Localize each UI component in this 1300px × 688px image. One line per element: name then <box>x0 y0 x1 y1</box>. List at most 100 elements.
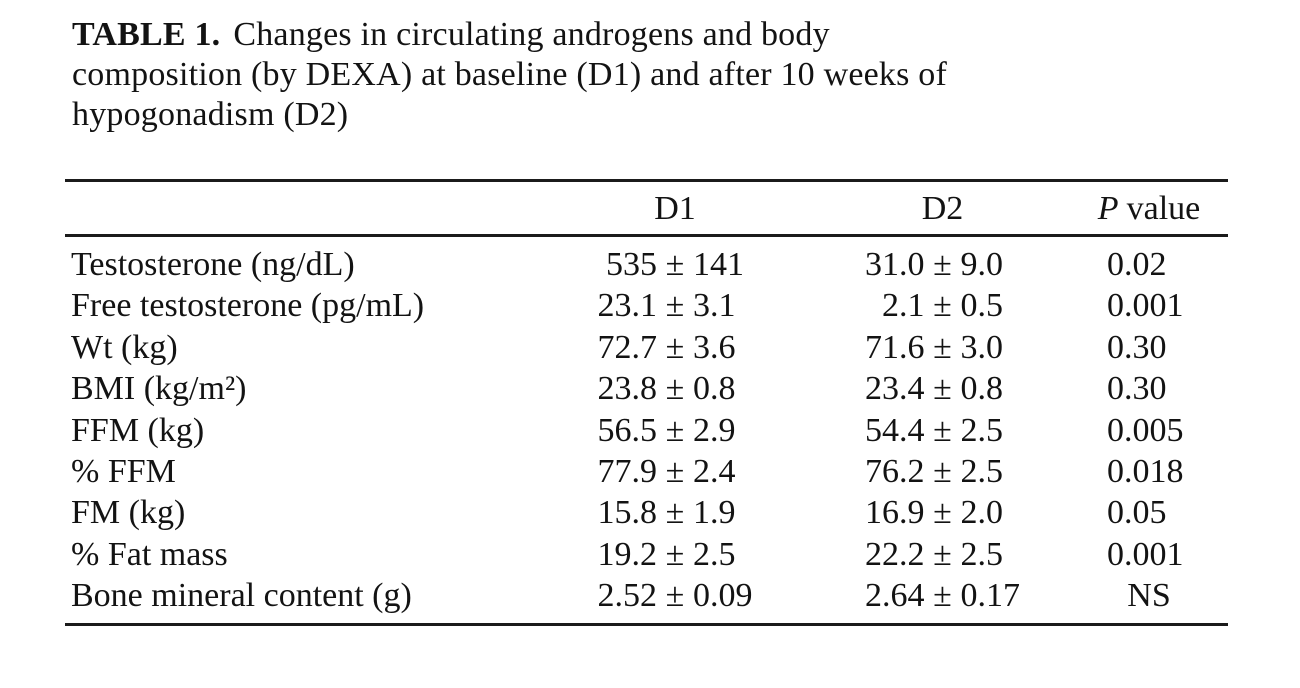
d2-sd: 0.17 <box>960 577 1021 615</box>
d2-value-cell: 23.4 ±0.8 <box>815 368 1070 409</box>
p-value-cell: 0.005 <box>1070 410 1228 451</box>
table-row: % Fat mass 19.2 ±2.5 22.2 ±2.5 0.001 <box>65 534 1228 575</box>
d2-value-cell: 22.2 ±2.5 <box>815 534 1070 575</box>
caption-line-1: TABLE 1. Changes in circulating androgens… <box>72 15 1202 55</box>
d2-mean: 2.1 <box>882 287 925 325</box>
table-row: FFM (kg) 56.5 ±2.9 54.4 ±2.5 0.005 <box>65 410 1228 451</box>
column-header-empty <box>65 227 535 234</box>
d1-sd: 3.6 <box>693 328 736 366</box>
p-value: 0.30 <box>1107 370 1167 408</box>
d1-mean: 15.8 <box>597 494 658 532</box>
d2-sd: 2.5 <box>960 453 1004 491</box>
plus-minus-symbol: ± <box>933 577 952 615</box>
row-label: FFM (kg) <box>71 411 205 449</box>
d1-mean: 2.52 <box>597 577 658 615</box>
d1-sd: 2.4 <box>693 453 736 491</box>
table-row: % FFM 77.9 ±2.4 76.2 ±2.5 0.018 <box>65 451 1228 492</box>
d1-sd: 1.9 <box>693 494 736 532</box>
p-value: 0.018 <box>1107 453 1184 491</box>
d2-sd: 2.5 <box>960 535 1004 573</box>
plus-minus-symbol: ± <box>665 453 685 491</box>
row-label: Wt (kg) <box>71 328 178 366</box>
pvalue-header-p: P <box>1097 190 1119 227</box>
p-value: 0.005 <box>1107 411 1184 449</box>
d2-mean: 23.4 <box>865 370 925 408</box>
plus-minus-symbol: ± <box>665 577 685 615</box>
caption-line-3: hypogonadism (D2) <box>72 95 1202 135</box>
d2-value-cell: 54.4 ±2.5 <box>815 410 1070 451</box>
p-value-cell: 0.02 <box>1070 244 1228 285</box>
table-row: Bone mineral content (g) 2.52 ±0.09 2.64 ±… <box>65 575 1228 616</box>
d2-value-cell: 76.2 ±2.5 <box>815 451 1070 492</box>
d1-value-cell: 535 ±141 <box>535 244 815 285</box>
d2-mean: 54.4 <box>865 411 925 449</box>
d1-sd: 3.1 <box>693 287 736 325</box>
d1-value-cell: 56.5 ±2.9 <box>535 410 815 451</box>
d1-mean: 77.9 <box>597 453 658 491</box>
table-row: BMI (kg/m²) 23.8 ±0.8 23.4 ±0.8 0.30 <box>65 368 1228 409</box>
d1-value-cell: 72.7 ±3.6 <box>535 327 815 368</box>
plus-minus-symbol: ± <box>933 535 952 573</box>
plus-minus-symbol: ± <box>665 328 685 366</box>
p-value: 0.001 <box>1107 535 1184 573</box>
table-body: Testosterone (ng/dL) 535 ±141 31.0 ±9.0 0.… <box>65 237 1228 623</box>
p-value-cell: NS <box>1070 575 1228 616</box>
plus-minus-symbol: ± <box>665 287 685 325</box>
d1-mean: 23.1 <box>597 287 658 325</box>
row-label: Free testosterone (pg/mL) <box>71 287 425 325</box>
d1-value-cell: 77.9 ±2.4 <box>535 451 815 492</box>
table-number: TABLE 1. <box>72 16 221 53</box>
d2-mean: 76.2 <box>865 453 925 491</box>
d1-mean: 72.7 <box>597 328 658 366</box>
row-label: % FFM <box>71 453 176 491</box>
plus-minus-symbol: ± <box>665 494 685 532</box>
plus-minus-symbol: ± <box>665 411 685 449</box>
plus-minus-symbol: ± <box>933 246 952 283</box>
p-value-cell: 0.001 <box>1070 285 1228 326</box>
d2-sd: 0.5 <box>960 287 1004 325</box>
plus-minus-symbol: ± <box>933 328 952 366</box>
d2-sd: 3.0 <box>960 328 1004 366</box>
d1-sd: 2.9 <box>693 411 736 449</box>
column-header-d2: D2 <box>921 190 964 227</box>
table-row: Wt (kg) 72.7 ±3.6 71.6 ±3.0 0.30 <box>65 327 1228 368</box>
d1-mean: 56.5 <box>597 411 658 449</box>
plus-minus-symbol: ± <box>933 370 952 408</box>
table-row: FM (kg) 15.8 ±1.9 16.9 ±2.0 0.05 <box>65 492 1228 533</box>
plus-minus-symbol: ± <box>665 246 685 283</box>
p-value-cell: 0.30 <box>1070 368 1228 409</box>
caption-line-2: composition (by DEXA) at baseline (D1) a… <box>72 55 1202 95</box>
d1-value-cell: 23.1 ±3.1 <box>535 285 815 326</box>
caption-text-2: composition (by DEXA) at baseline (D1) a… <box>72 56 947 93</box>
d2-mean: 31.0 <box>865 246 925 283</box>
row-label: Bone mineral content (g) <box>71 577 412 615</box>
plus-minus-symbol: ± <box>933 453 952 491</box>
table-row: Testosterone (ng/dL) 535 ±141 31.0 ±9.0 0.… <box>65 244 1228 285</box>
d2-sd: 0.8 <box>960 370 1004 408</box>
d2-mean: 71.6 <box>865 328 925 366</box>
d1-value-cell: 2.52 ±0.09 <box>535 575 815 616</box>
p-value: 0.05 <box>1107 494 1167 532</box>
p-value: 0.001 <box>1107 287 1184 325</box>
d1-sd: 0.09 <box>693 577 753 615</box>
p-value: 0.30 <box>1107 328 1167 366</box>
plus-minus-symbol: ± <box>933 287 952 325</box>
d1-mean: 535 <box>606 246 657 283</box>
row-label: FM (kg) <box>71 494 186 532</box>
d2-value-cell: 16.9 ±2.0 <box>815 492 1070 533</box>
d2-sd: 2.5 <box>960 411 1004 449</box>
d2-value-cell: 2.64 ±0.17 <box>815 575 1070 616</box>
d1-sd: 141 <box>693 246 744 283</box>
row-label: % Fat mass <box>71 535 228 573</box>
d1-value-cell: 19.2 ±2.5 <box>535 534 815 575</box>
plus-minus-symbol: ± <box>665 535 685 573</box>
p-value-cell: 0.018 <box>1070 451 1228 492</box>
d2-mean: 16.9 <box>865 494 925 532</box>
table-row: Free testosterone (pg/mL) 23.1 ±3.1 2.1 ±0… <box>65 285 1228 326</box>
d1-value-cell: 15.8 ±1.9 <box>535 492 815 533</box>
row-label: Testosterone (ng/dL) <box>71 246 355 283</box>
p-value: NS <box>1127 577 1171 615</box>
caption-text-1: Changes in circulating androgens and bod… <box>233 16 830 53</box>
